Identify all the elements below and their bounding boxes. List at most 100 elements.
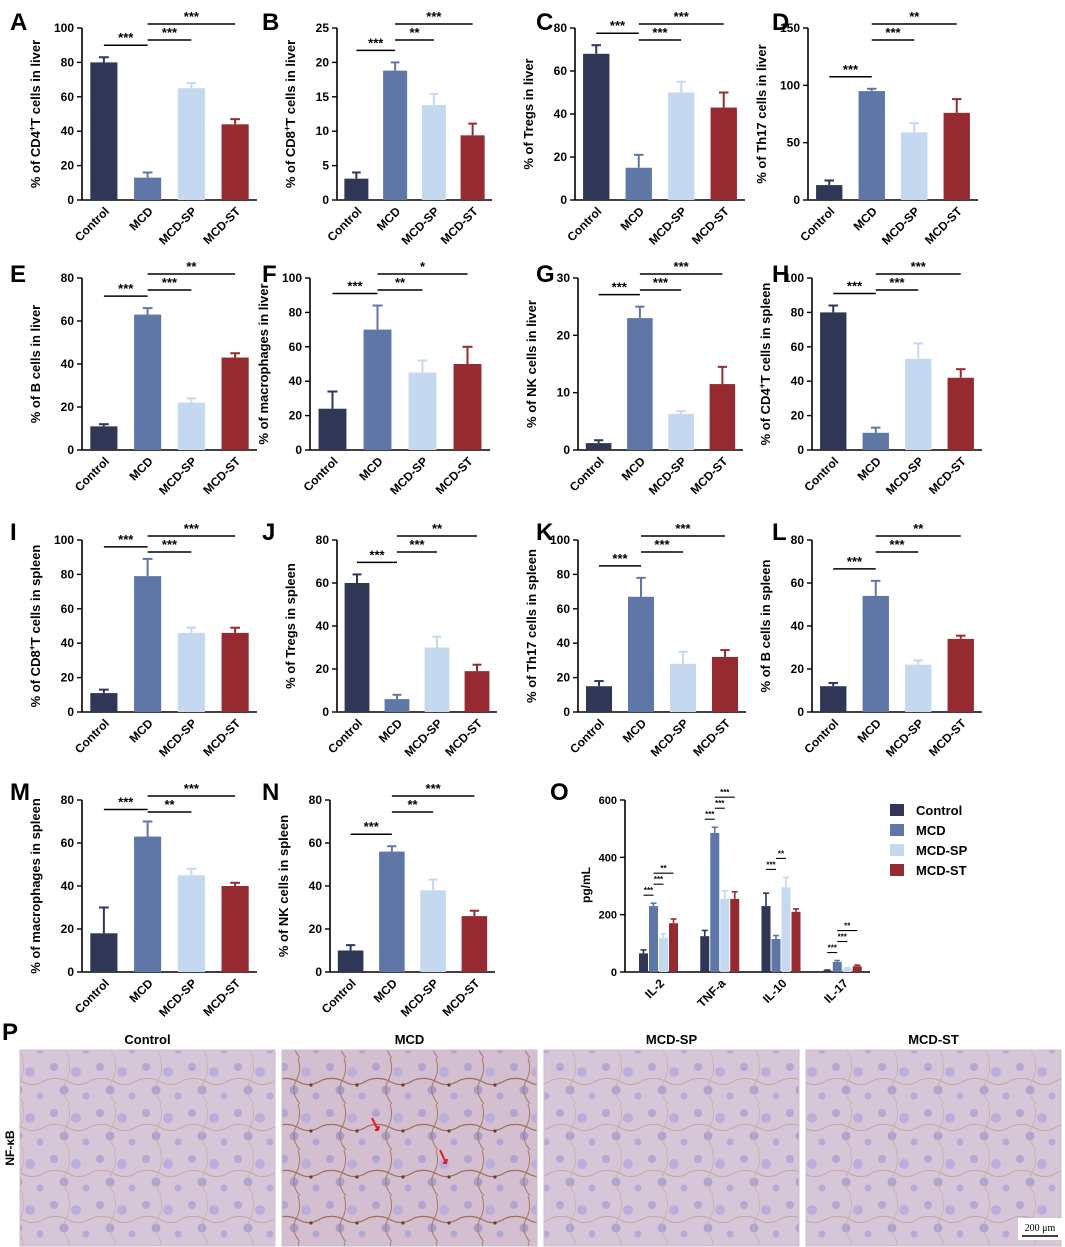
category-label: Control — [801, 716, 841, 756]
significance-label: *** — [828, 944, 838, 953]
category-label: MCD-SP — [156, 454, 199, 497]
bar-mcd-sp — [905, 664, 932, 712]
category-label: Control — [567, 454, 607, 494]
significance-label: ** — [164, 797, 175, 812]
bar-mcd — [134, 836, 162, 972]
significance-label: *** — [654, 875, 664, 884]
y-axis-label: % of Th17 cells in spleen — [524, 549, 539, 703]
y-tick-label: 0 — [67, 443, 74, 457]
y-tick-label: 100 — [784, 271, 804, 285]
bar-mcd — [383, 70, 408, 200]
bar-control — [585, 686, 613, 712]
panel-letter: L — [772, 519, 787, 546]
y-tick-label: 0 — [67, 705, 74, 719]
panel-h: H 0 20 40 60 80 100 % of CD4+T cells in spleen C… — [757, 259, 982, 498]
bar-mcd — [832, 961, 842, 972]
category-label: Control — [72, 454, 112, 494]
significance-label: *** — [644, 886, 654, 895]
panel-i: I 0 20 40 60 80 100 % of CD8+T cells in spleen C… — [10, 519, 257, 760]
category-label: Control — [564, 204, 604, 244]
y-tick-label: 40 — [289, 374, 303, 388]
bar-mcd-st — [460, 135, 485, 200]
category-label: MCD — [376, 716, 405, 745]
y-tick-label: 80 — [61, 55, 75, 69]
legend-swatch-control — [890, 804, 904, 816]
y-tick-label: 60 — [791, 340, 805, 354]
bar-control — [337, 950, 364, 972]
bar-mcd-sp — [177, 875, 205, 972]
category-label: Control — [72, 976, 112, 1016]
y-tick-label: 600 — [599, 795, 617, 807]
bar-control — [761, 906, 771, 972]
bar-control — [816, 185, 843, 200]
significance-label: *** — [162, 25, 178, 40]
significance-label: *** — [369, 547, 385, 562]
y-tick-label: 20 — [316, 662, 330, 676]
significance-label: *** — [118, 30, 134, 45]
significance-label: *** — [184, 9, 200, 24]
significance-label: *** — [162, 275, 178, 290]
bar-mcd-sp — [177, 632, 205, 712]
y-tick-label: 40 — [791, 374, 805, 388]
panel-b: B 0 5 10 15 20 25 % of CD8+T cells in liver Cont… — [262, 9, 492, 248]
category-label: MCD — [851, 204, 880, 233]
significance-label: *** — [184, 521, 200, 536]
category-label: MCD-SP — [646, 204, 689, 247]
y-tick-label: 40 — [61, 357, 75, 371]
y-tick-label: 400 — [599, 852, 617, 864]
category-label: MCD — [127, 976, 156, 1005]
y-tick-label: 0 — [315, 965, 322, 979]
y-tick-label: 60 — [309, 836, 323, 850]
bar-mcd-sp — [669, 663, 697, 712]
category-label: MCD-ST — [433, 454, 476, 497]
panel-letter: B — [262, 9, 279, 36]
category-label: IL-2 — [642, 976, 667, 1001]
y-tick-label: 80 — [557, 567, 571, 581]
panel-letter: K — [536, 519, 554, 546]
y-tick-label: 100 — [282, 271, 302, 285]
significance-label: ** — [913, 521, 924, 536]
category-label: MCD — [619, 454, 648, 483]
category-label: MCD-SP — [883, 716, 926, 759]
bar-mcd-st — [669, 923, 678, 972]
category-label: MCD — [620, 716, 649, 745]
category-label: MCD-SP — [879, 204, 922, 247]
y-tick-label: 80 — [309, 793, 323, 807]
y-tick-label: 0 — [797, 443, 804, 457]
significance-label: *** — [766, 860, 776, 869]
category-label: Control — [325, 716, 365, 756]
bar-mcd — [627, 318, 653, 450]
significance-label: ** — [409, 25, 420, 40]
panel-f: F 0 20 40 60 80 100 % of macrophages in liver Co… — [256, 259, 490, 498]
category-label: MCD-SP — [648, 716, 691, 759]
y-tick-label: 40 — [309, 879, 323, 893]
y-tick-label: 20 — [557, 328, 571, 342]
bar-mcd — [858, 91, 885, 200]
y-tick-label: 10 — [316, 124, 330, 138]
category-label: MCD — [855, 716, 884, 745]
legend-label: MCD-SP — [916, 843, 968, 858]
category-label: Control — [72, 716, 112, 756]
bar-control — [585, 443, 612, 450]
y-tick-label: 10 — [557, 386, 571, 400]
legend-swatch-mcd-sp — [890, 844, 904, 856]
y-tick-label: 60 — [61, 314, 75, 328]
bar-mcd-st — [791, 911, 801, 972]
significance-label: ** — [432, 521, 443, 536]
bar-mcd-sp — [421, 105, 446, 200]
category-label: MCD-SP — [156, 976, 199, 1019]
bar-mcd — [862, 432, 889, 450]
y-tick-label: 80 — [791, 533, 805, 547]
significance-label: ** — [186, 259, 197, 274]
bar-control — [344, 178, 369, 200]
panel-letter: A — [10, 9, 27, 36]
y-tick-label: 100 — [54, 533, 74, 547]
y-tick-label: 60 — [554, 64, 568, 78]
bar-mcd — [627, 596, 655, 712]
bar-mcd-sp — [420, 890, 446, 972]
bar-control — [820, 312, 847, 450]
significance-label: *** — [705, 810, 715, 819]
significance-label: *** — [843, 62, 859, 77]
bar-mcd-st — [464, 671, 490, 712]
category-label: MCD-SP — [156, 716, 199, 759]
